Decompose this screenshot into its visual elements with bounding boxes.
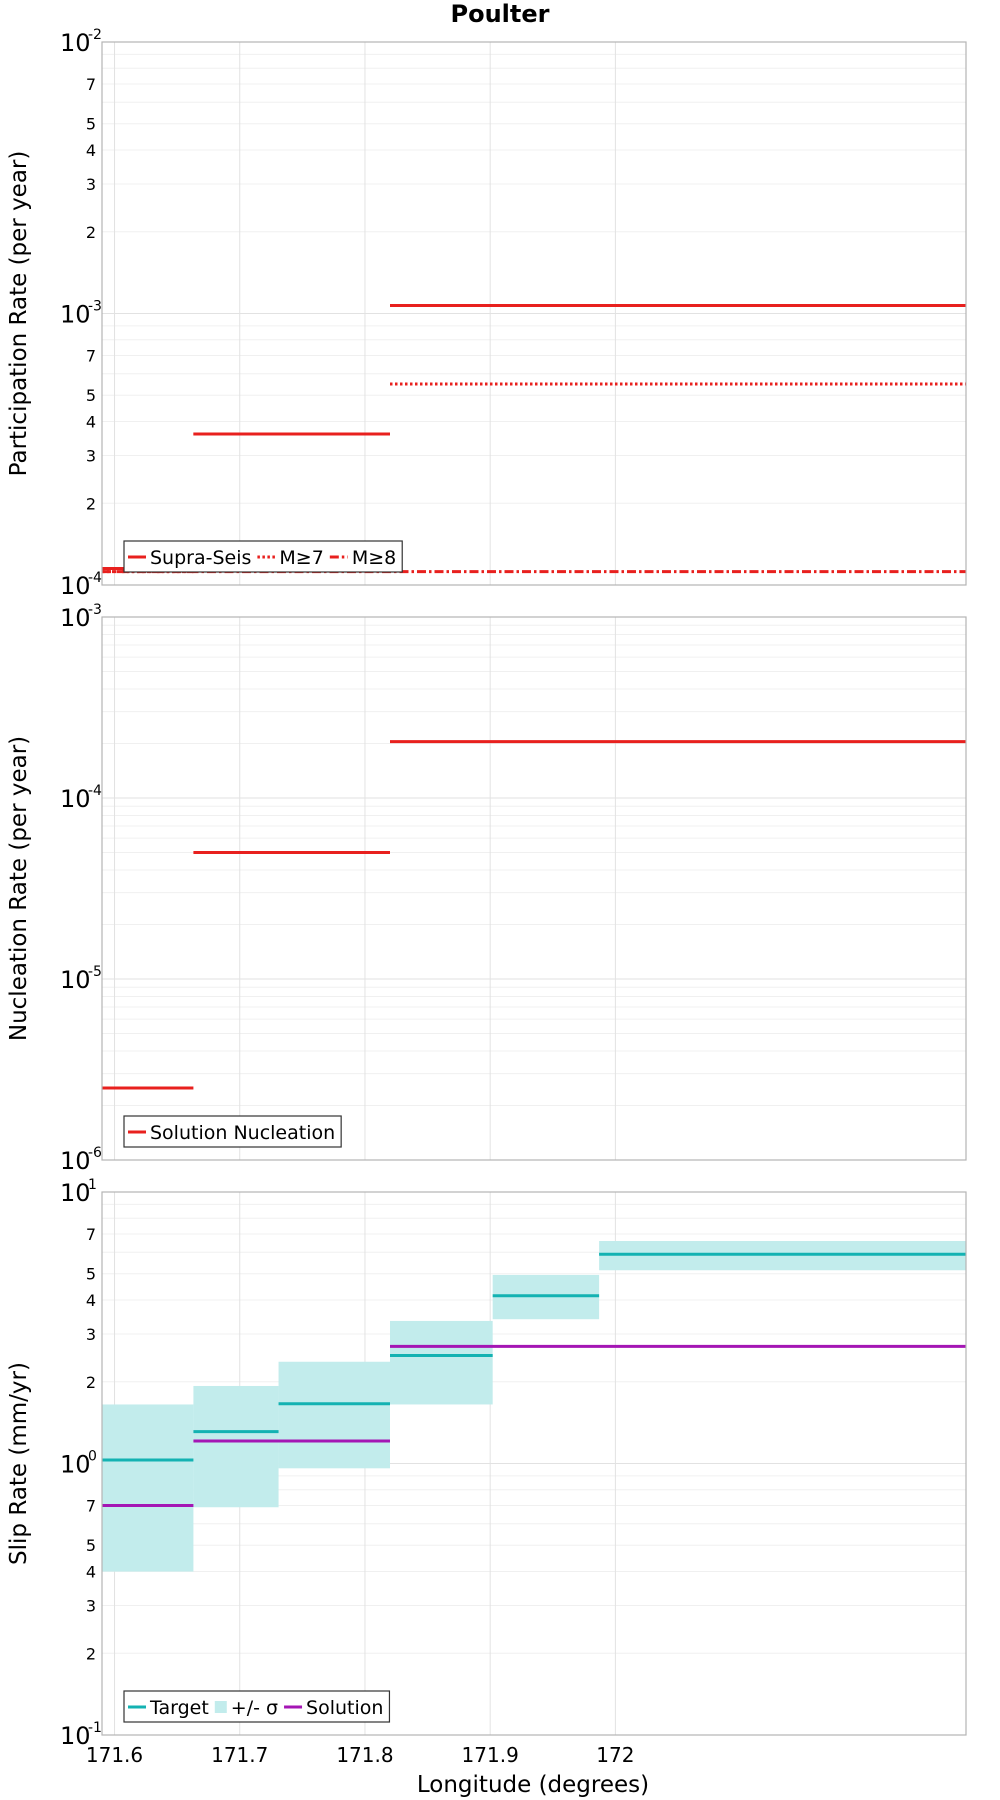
y-major-tick-base: 10 [60,301,91,329]
legend-label: Solution Nucleation [150,1122,335,1144]
y-minor-tick-label: 2 [86,1644,96,1663]
y-minor-tick-label: 7 [86,347,96,366]
x-tick-label: 171.9 [462,1743,519,1767]
y-minor-tick-label: 4 [86,1291,96,1310]
y-minor-tick-label: 4 [86,1563,96,1582]
legend-swatch [214,1701,227,1713]
y-major-tick-exponent: -6 [88,1145,102,1161]
series-lines [102,304,966,574]
legend: Solution Nucleation [123,1115,342,1148]
legend-box [123,1690,391,1723]
legend: Supra-Seis M≥7 M≥8 [123,540,403,573]
y-minor-tick-label: 3 [86,1325,96,1344]
y-tick-labels: 10-610-510-410-3 [60,602,102,1175]
y-major-tick-base: 10 [60,1179,91,1207]
y-major-tick-base: 10 [60,1451,91,1479]
plot-frame [101,1191,967,1736]
sigma-band [390,1320,493,1405]
y-minor-tick-label: 4 [86,141,96,160]
nucleation-rate-panel: 10-610-510-410-3 Nucleation Rate (per ye… [6,602,967,1175]
y-major-tick-exponent: -1 [88,1720,102,1736]
y-major-tick-exponent: 1 [88,1177,97,1193]
y-major-tick-exponent: -5 [88,964,102,980]
y-major-tick-exponent: -3 [88,299,102,315]
y-minor-tick-label: 5 [86,386,96,405]
y-major-tick-base: 10 [60,572,91,600]
y-major-tick-exponent: -3 [88,602,102,618]
y-major-tick-exponent: -4 [88,783,102,799]
legend-label: Target [149,1697,209,1719]
y-major-tick-base: 10 [60,29,91,57]
x-axis-label: Longitude (degrees) [417,1772,649,1798]
y-minor-tick-label: 5 [86,1536,96,1555]
y-major-tick-base: 10 [60,785,91,813]
y-major-tick-base: 10 [60,604,91,632]
y-minor-tick-label: 2 [86,223,96,242]
y-minor-tick-label: 7 [86,1497,96,1516]
y-major-tick-exponent: 0 [88,1449,97,1465]
y-minor-tick-label: 2 [86,494,96,513]
y-major-tick-exponent: -4 [88,570,102,586]
y-minor-tick-label: 7 [86,1225,96,1244]
legend-label: Solution [306,1697,383,1719]
y-minor-tick-label: 3 [86,175,96,194]
y-major-tick-base: 10 [60,966,91,994]
y-minor-tick-label: 3 [86,1596,96,1615]
plot-frame [101,41,967,586]
y-minor-tick-label: 2 [86,1373,96,1392]
grid [102,41,966,586]
plot-frame [101,616,967,1161]
legend: Target +/- σ Solution [123,1690,391,1723]
grid [102,616,966,1161]
x-tick-labels: 171.6 171.7 171.8 171.9 172 [86,1743,635,1767]
y-minor-tick-label: 3 [86,446,96,465]
legend-label: M≥7 [279,547,323,569]
series-lines [102,740,966,1090]
y-axis-label: Nucleation Rate (per year) [6,736,32,1041]
y-axis-label: Slip Rate (mm/yr) [6,1362,32,1565]
x-tick-label: 171.8 [336,1743,393,1767]
legend-label: M≥8 [352,547,396,569]
legend-label: +/- σ [231,1697,278,1719]
y-major-tick-base: 10 [60,1147,91,1175]
x-tick-label: 172 [596,1743,634,1767]
y-major-tick-exponent: -2 [88,27,102,43]
y-axis-label: Participation Rate (per year) [6,151,32,477]
chart-title: Poulter [451,0,550,28]
legend-box [123,1115,342,1148]
x-tick-label: 171.6 [86,1743,143,1767]
sigma-band [193,1385,279,1508]
sigma-bands [102,1240,966,1572]
legend-label: Supra-Seis [150,547,251,569]
y-minor-tick-label: 7 [86,75,96,94]
sigma-band [278,1361,390,1469]
y-minor-tick-label: 5 [86,1265,96,1284]
y-minor-tick-label: 4 [86,413,96,432]
series-lines [102,1252,966,1508]
y-major-tick-base: 10 [60,1722,91,1750]
sigma-band [102,1404,194,1572]
x-tick-label: 171.7 [211,1743,268,1767]
y-minor-tick-label: 5 [86,115,96,134]
